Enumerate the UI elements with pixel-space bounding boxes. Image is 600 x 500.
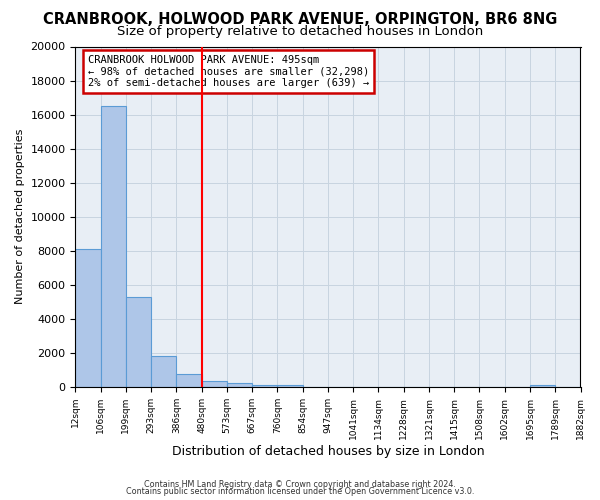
Bar <box>151 356 176 387</box>
Bar <box>176 374 202 387</box>
Text: Size of property relative to detached houses in London: Size of property relative to detached ho… <box>117 25 483 38</box>
Bar <box>202 381 227 387</box>
Bar <box>277 386 302 387</box>
Bar <box>76 249 101 387</box>
X-axis label: Distribution of detached houses by size in London: Distribution of detached houses by size … <box>172 444 484 458</box>
Text: CRANBROOK, HOLWOOD PARK AVENUE, ORPINGTON, BR6 8NG: CRANBROOK, HOLWOOD PARK AVENUE, ORPINGTO… <box>43 12 557 28</box>
Bar <box>126 297 151 387</box>
Bar <box>252 384 277 387</box>
Text: Contains public sector information licensed under the Open Government Licence v3: Contains public sector information licen… <box>126 487 474 496</box>
Bar <box>227 383 252 387</box>
Bar <box>530 384 555 387</box>
Bar <box>101 106 126 387</box>
Y-axis label: Number of detached properties: Number of detached properties <box>15 129 25 304</box>
Text: Contains HM Land Registry data © Crown copyright and database right 2024.: Contains HM Land Registry data © Crown c… <box>144 480 456 489</box>
Text: CRANBROOK HOLWOOD PARK AVENUE: 495sqm
← 98% of detached houses are smaller (32,2: CRANBROOK HOLWOOD PARK AVENUE: 495sqm ← … <box>88 55 369 88</box>
